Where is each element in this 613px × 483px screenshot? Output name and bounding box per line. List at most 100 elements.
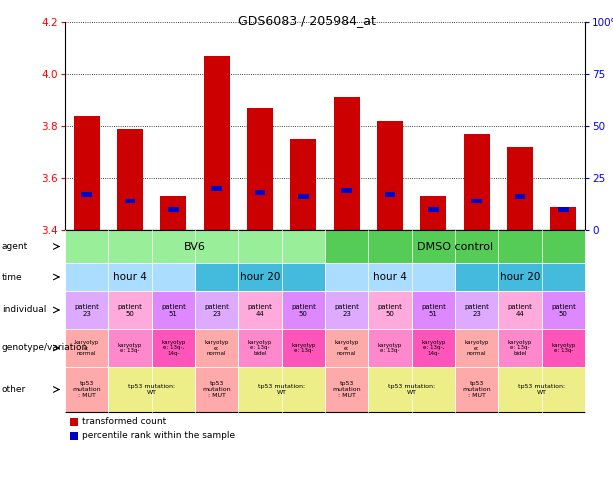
Text: tp53
mutation
: MUT: tp53 mutation : MUT xyxy=(462,381,491,398)
Text: patient
51: patient 51 xyxy=(161,303,186,316)
Text: hour 20: hour 20 xyxy=(500,272,540,282)
Bar xyxy=(325,367,368,412)
Bar xyxy=(463,134,490,230)
Bar xyxy=(195,263,325,291)
Bar xyxy=(333,98,360,230)
Text: tp53
mutation
: MUT: tp53 mutation : MUT xyxy=(332,381,361,398)
Bar xyxy=(325,263,455,291)
Text: karyotyp
e: 13q-: karyotyp e: 13q- xyxy=(378,342,402,354)
Text: tp53
mutation
: MUT: tp53 mutation : MUT xyxy=(72,381,101,398)
Text: tp53 mutation:
WT: tp53 mutation: WT xyxy=(128,384,175,395)
Bar xyxy=(377,121,403,230)
Bar xyxy=(238,329,281,367)
Text: hour 20: hour 20 xyxy=(240,272,280,282)
Bar xyxy=(498,367,585,412)
Bar xyxy=(455,263,585,291)
Bar xyxy=(325,291,368,329)
Bar xyxy=(498,291,542,329)
Text: karyotyp
e: 13q-
bidel: karyotyp e: 13q- bidel xyxy=(508,340,532,356)
Bar xyxy=(204,56,230,230)
Text: karyotyp
e: 13q-: karyotyp e: 13q- xyxy=(551,342,576,354)
Bar xyxy=(428,207,439,212)
Bar xyxy=(109,329,151,367)
Bar xyxy=(421,196,446,230)
Bar xyxy=(514,194,525,199)
Text: karyotyp
e:
normal: karyotyp e: normal xyxy=(74,340,99,356)
Text: karyotyp
e:
normal: karyotyp e: normal xyxy=(335,340,359,356)
Text: patient
50: patient 50 xyxy=(291,303,316,316)
Text: time: time xyxy=(2,272,23,282)
Bar xyxy=(455,291,498,329)
Bar xyxy=(412,291,455,329)
Bar xyxy=(281,329,325,367)
Bar xyxy=(550,207,576,230)
Text: GDS6083 / 205984_at: GDS6083 / 205984_at xyxy=(238,14,375,28)
Bar xyxy=(558,207,569,212)
Bar xyxy=(368,291,412,329)
Bar xyxy=(211,186,222,191)
Text: karyotyp
e: 13q-: karyotyp e: 13q- xyxy=(291,342,316,354)
Text: DMSO control: DMSO control xyxy=(417,242,493,252)
Text: transformed count: transformed count xyxy=(82,417,166,426)
Text: patient
23: patient 23 xyxy=(334,303,359,316)
Bar xyxy=(254,190,265,195)
Text: genotype/variation: genotype/variation xyxy=(2,343,88,353)
Bar xyxy=(384,192,395,197)
Bar xyxy=(542,291,585,329)
Text: patient
23: patient 23 xyxy=(204,303,229,316)
Text: patient
23: patient 23 xyxy=(74,303,99,316)
Bar xyxy=(291,139,316,230)
Text: patient
50: patient 50 xyxy=(118,303,142,316)
Text: karyotyp
e:
normal: karyotyp e: normal xyxy=(205,340,229,356)
Bar xyxy=(168,207,179,212)
Bar xyxy=(455,329,498,367)
Bar xyxy=(70,432,78,440)
Bar xyxy=(109,367,195,412)
Bar xyxy=(117,128,143,230)
Bar xyxy=(65,367,109,412)
Text: patient
50: patient 50 xyxy=(551,303,576,316)
Text: percentile rank within the sample: percentile rank within the sample xyxy=(82,431,235,440)
Bar xyxy=(161,196,186,230)
Text: hour 4: hour 4 xyxy=(113,272,147,282)
Text: karyotyp
e: 13q-,
14q-: karyotyp e: 13q-, 14q- xyxy=(161,340,186,356)
Bar xyxy=(325,230,585,263)
Bar xyxy=(65,230,325,263)
Bar xyxy=(471,199,482,203)
Bar xyxy=(65,291,109,329)
Text: tp53 mutation:
WT: tp53 mutation: WT xyxy=(388,384,435,395)
Bar xyxy=(498,329,542,367)
Text: tp53
mutation
: MUT: tp53 mutation : MUT xyxy=(202,381,231,398)
Bar xyxy=(195,329,238,367)
Bar xyxy=(151,329,195,367)
Text: patient
23: patient 23 xyxy=(464,303,489,316)
Text: patient
44: patient 44 xyxy=(508,303,533,316)
Bar xyxy=(341,188,352,193)
Text: karyotyp
e: 13q-,
14q-: karyotyp e: 13q-, 14q- xyxy=(421,340,446,356)
Text: patient
44: patient 44 xyxy=(248,303,272,316)
Bar xyxy=(238,367,325,412)
Bar xyxy=(412,329,455,367)
Bar xyxy=(195,291,238,329)
Text: other: other xyxy=(2,385,26,394)
Bar xyxy=(247,108,273,230)
Bar xyxy=(238,291,281,329)
Bar xyxy=(455,367,498,412)
Bar xyxy=(70,418,78,426)
Text: patient
50: patient 50 xyxy=(378,303,403,316)
Text: hour 4: hour 4 xyxy=(373,272,407,282)
Bar xyxy=(281,291,325,329)
Bar xyxy=(151,291,195,329)
Bar xyxy=(542,329,585,367)
Bar xyxy=(368,367,455,412)
Text: karyotyp
e: 13q-
bidel: karyotyp e: 13q- bidel xyxy=(248,340,272,356)
Text: tp53 mutation:
WT: tp53 mutation: WT xyxy=(518,384,565,395)
Bar xyxy=(124,199,135,203)
Bar xyxy=(74,115,100,230)
Bar xyxy=(65,263,195,291)
Bar xyxy=(195,367,238,412)
Bar xyxy=(109,291,151,329)
Text: BV6: BV6 xyxy=(184,242,206,252)
Text: karyotyp
e: 13q-: karyotyp e: 13q- xyxy=(118,342,142,354)
Bar xyxy=(65,329,109,367)
